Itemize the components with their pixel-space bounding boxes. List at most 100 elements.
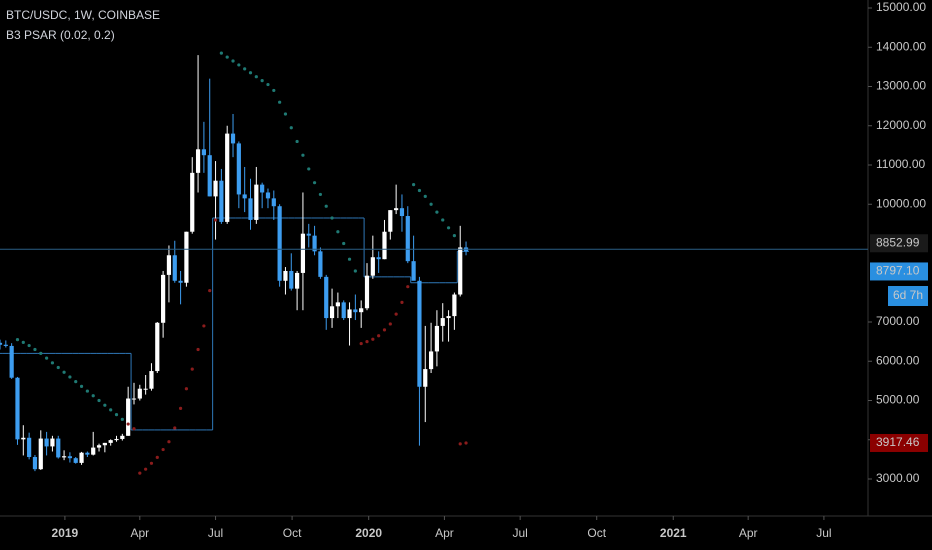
candle-body <box>61 456 67 458</box>
candle-body <box>195 149 201 173</box>
y-tick-label: 7000.00 <box>876 314 920 328</box>
candle-body <box>213 180 218 197</box>
psar-dot <box>324 204 328 208</box>
candle-body <box>56 438 61 458</box>
psar-dot <box>167 440 171 444</box>
y-tick-label: 11000.00 <box>876 157 925 171</box>
candle-body <box>265 192 271 199</box>
psar-dot <box>132 427 136 431</box>
psar-dot <box>79 384 84 388</box>
candle-body <box>452 294 457 317</box>
x-tick-label: Jul <box>816 526 831 540</box>
psar-dot <box>85 389 89 393</box>
x-tick-label: Jul <box>208 526 223 540</box>
psar-dot <box>353 269 357 273</box>
candle-body <box>137 388 142 399</box>
indicator-label: B3 PSAR (0.02, 0.2) <box>6 28 115 42</box>
psar-dot <box>435 210 439 214</box>
candle-body <box>27 437 32 458</box>
psar-dot <box>388 322 392 326</box>
candle-body <box>248 198 253 220</box>
psar-dot <box>97 398 101 403</box>
candle-body <box>254 184 259 220</box>
psar-dot <box>91 394 95 398</box>
psar-dot <box>178 406 183 410</box>
countdown: 6d 7h <box>893 288 923 302</box>
y-tick-label: 5000.00 <box>876 393 920 407</box>
countdown-bg <box>888 286 928 306</box>
candle-body <box>405 216 410 262</box>
psar-dot <box>62 370 66 374</box>
candle-body <box>295 272 300 289</box>
candle-body <box>3 344 8 346</box>
candle-body <box>184 231 189 283</box>
psar-dot <box>266 82 270 87</box>
y-tick-label: 14000.00 <box>876 39 926 53</box>
candle-body <box>388 210 393 232</box>
candle-body <box>364 275 370 309</box>
candle-body <box>306 233 311 236</box>
candle-body <box>318 251 323 277</box>
plot-area <box>0 51 469 475</box>
psar-dot <box>278 100 282 104</box>
psar-dot <box>429 202 433 206</box>
x-tick-label: Apr <box>130 526 149 540</box>
psar-dot <box>50 361 55 365</box>
x-tick-label: Oct <box>587 526 606 540</box>
psar-dot <box>243 67 247 71</box>
x-tick-label: Jul <box>512 526 527 540</box>
psar-dot <box>225 55 229 59</box>
candle-body <box>44 438 49 447</box>
psar-dot <box>190 367 194 371</box>
psar-dot <box>33 347 37 352</box>
candle-body <box>201 149 206 156</box>
psar-dot <box>307 167 311 171</box>
candle-body <box>242 194 247 199</box>
psar-dot <box>359 341 363 346</box>
candle-body <box>73 458 78 463</box>
psar-dot <box>458 442 462 446</box>
candle-body <box>312 235 317 252</box>
candle-body <box>458 247 463 295</box>
psar-dot <box>336 230 340 234</box>
candle-body <box>166 255 172 275</box>
candle-body <box>434 325 440 352</box>
psar-dot <box>283 112 288 116</box>
psar-dot <box>126 422 130 426</box>
x-tick-label: 2021 <box>660 526 687 540</box>
psar-dot <box>196 347 200 352</box>
candle-body <box>149 371 154 389</box>
psar-dot <box>56 365 60 370</box>
candle-body <box>38 438 43 470</box>
candle-body <box>91 447 96 455</box>
candle-body <box>260 184 265 193</box>
candle-body <box>428 351 434 370</box>
candle-body <box>382 231 387 260</box>
candle-body <box>289 270 294 289</box>
psar-dot <box>377 334 381 338</box>
candle-body <box>283 270 288 281</box>
last-price-label-bg <box>870 234 928 253</box>
psar-dot <box>120 417 124 421</box>
candle-body <box>172 255 177 281</box>
psar-dot <box>254 75 258 79</box>
y-tick-label: 12000.00 <box>876 118 926 132</box>
psar-dot <box>406 285 410 289</box>
psar-dot <box>173 426 177 430</box>
candle-body <box>440 318 445 326</box>
psar-dot <box>237 63 241 67</box>
candle-body <box>341 302 346 319</box>
candle-body <box>271 198 276 207</box>
psar-dot <box>144 467 148 471</box>
candle-body <box>96 445 102 448</box>
psar-dot <box>423 194 427 198</box>
candle-body <box>446 316 451 319</box>
psar-dot <box>219 51 223 55</box>
chart-title: BTC/USDC, 1W, COINBASE <box>6 8 160 22</box>
x-tick-label: 2019 <box>52 526 79 540</box>
psar-dot <box>342 241 346 246</box>
candle-body <box>300 233 306 273</box>
psar-dot <box>464 441 468 445</box>
y-tick-label: 13000.00 <box>876 79 926 93</box>
